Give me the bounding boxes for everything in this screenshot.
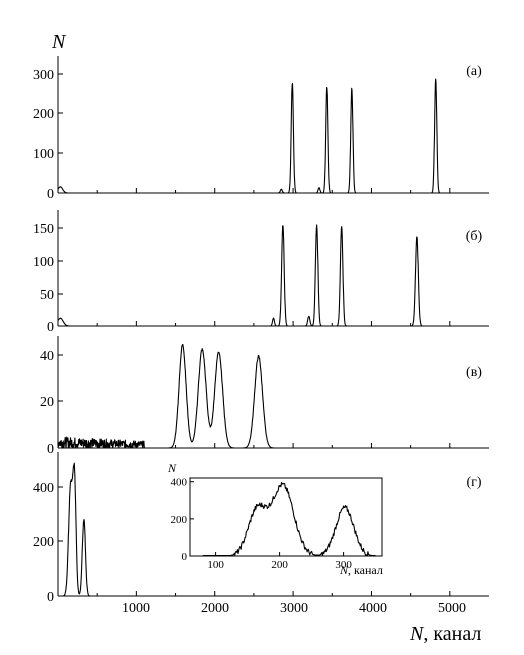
panel-3: 0 20 40 (в) — [40, 336, 490, 457]
y-tick-label: 40 — [40, 349, 54, 364]
inset-x-tick-label: 200 — [271, 559, 288, 571]
inset-y-title: N — [167, 461, 177, 475]
panel-4: 0 200 400 (г) 100 200 300 0 200 400 N N, канал — [33, 452, 490, 605]
y-tick-label: 100 — [33, 255, 54, 270]
inset-trace — [202, 481, 376, 557]
inset-chart: 100 200 300 0 200 400 N N, канал — [167, 461, 383, 577]
y-tick-label: 200 — [33, 535, 54, 550]
panel-label: (б) — [466, 229, 483, 244]
x-tick-3000: 3000 — [280, 601, 308, 616]
y-tick-label: 200 — [33, 107, 54, 122]
inset-x-tick-label: 300 — [335, 559, 352, 571]
x-tick-4000: 4000 — [359, 601, 387, 616]
x-axis-title-unit: , канал — [423, 623, 481, 645]
y-tick-label: 0 — [47, 320, 54, 335]
spectrum-trace — [57, 343, 490, 449]
y-tick-label: 0 — [47, 442, 54, 457]
inset-y-tick-label: 200 — [171, 514, 188, 526]
spectrum-trace — [57, 462, 490, 597]
x-axis-tick-labels: 1000 2000 3000 4000 5000 — [122, 601, 466, 616]
y-tick-label: 0 — [47, 187, 54, 202]
spectrum-trace — [57, 224, 490, 327]
y-tick-label: 150 — [33, 222, 54, 237]
inset-y-tick-label: 400 — [171, 477, 188, 489]
inset-x-title: N, канал — [339, 563, 383, 577]
x-tick-2000: 2000 — [201, 601, 229, 616]
y-tick-label: 0 — [47, 590, 54, 605]
inset-x-tick-label: 100 — [207, 559, 224, 571]
panel-1: 0 100 200 300 (а) — [33, 56, 490, 202]
y-tick-label: 20 — [40, 395, 54, 410]
y-tick-label: 400 — [33, 481, 54, 496]
y-tick-label: 100 — [33, 147, 54, 162]
spectrum-trace — [57, 78, 490, 194]
inset-y-tick-label: 0 — [182, 551, 188, 563]
x-tick-1000: 1000 — [122, 601, 150, 616]
x-tick-5000: 5000 — [438, 601, 466, 616]
panel-2: 0 50 100 150 (б) — [33, 210, 490, 335]
y-tick-label: 300 — [33, 68, 54, 83]
panel-label: (в) — [466, 365, 482, 380]
x-axis-title-var: N — [409, 623, 425, 645]
panel-label: (г) — [466, 475, 481, 490]
y-axis-title: N — [51, 31, 67, 53]
y-tick-label: 50 — [40, 288, 54, 303]
panel-label: (а) — [466, 64, 482, 79]
inset-frame — [189, 477, 383, 557]
x-axis-title: N, канал — [409, 623, 481, 645]
panels: 0 100 200 300 (а) 0 50 100 150 (б) 0 20 40 (в) 0 200 400… — [33, 56, 490, 605]
